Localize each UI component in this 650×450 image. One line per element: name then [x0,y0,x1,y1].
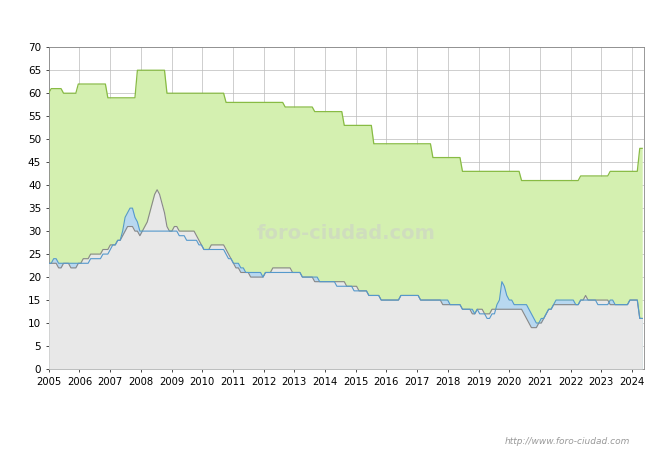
Text: http://www.foro-ciudad.com: http://www.foro-ciudad.com [505,436,630,446]
Text: Alberite de San Juan - Evolucion de la poblacion en edad de Trabajar Mayo de 202: Alberite de San Juan - Evolucion de la p… [88,16,562,27]
Text: foro-ciudad.com: foro-ciudad.com [257,225,436,243]
